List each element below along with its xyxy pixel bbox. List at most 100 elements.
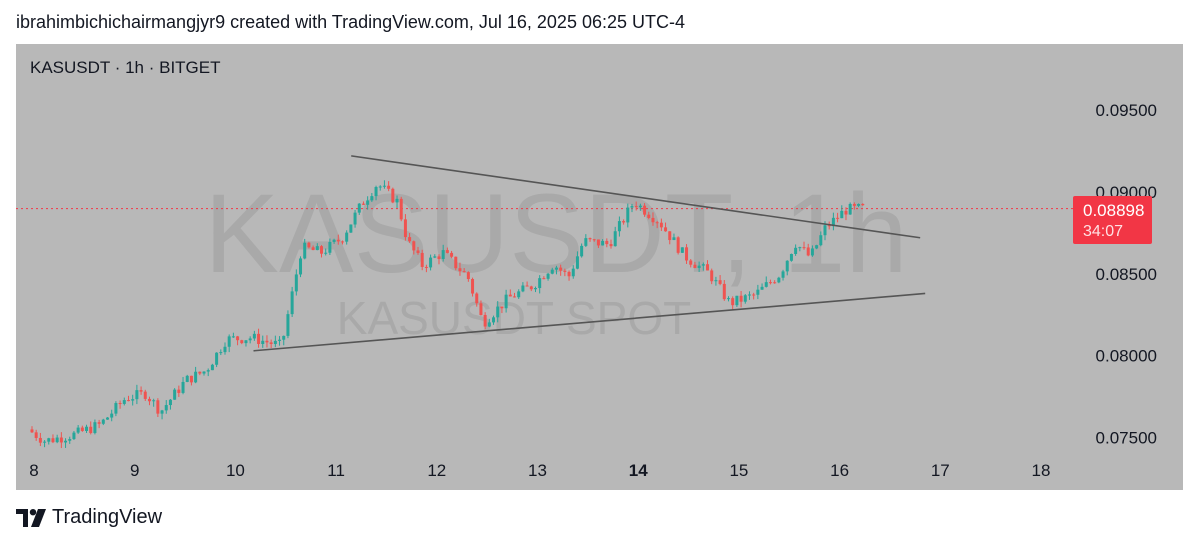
- candle-body: [164, 405, 168, 411]
- tradingview-logo-icon: [16, 508, 46, 527]
- last-price-badge: 0.08898 34:07: [1073, 196, 1152, 244]
- candle-body: [718, 280, 722, 284]
- symbol-watermark: KASUSDT, 1h KASUSDT SPOT: [204, 171, 907, 344]
- candle-body: [294, 274, 298, 292]
- x-tick-label: 13: [528, 461, 547, 480]
- candle-body: [626, 207, 630, 223]
- candle-body: [290, 291, 294, 315]
- candle-body: [227, 336, 231, 347]
- candle-body: [781, 271, 785, 278]
- candle-body: [319, 246, 323, 254]
- candle-body: [596, 239, 600, 246]
- candle-body: [147, 398, 151, 402]
- candle-body: [731, 298, 735, 306]
- candle-body: [462, 271, 466, 273]
- candle-body: [219, 352, 223, 354]
- trendline-upper[interactable]: [351, 155, 921, 239]
- candle-body: [554, 267, 558, 270]
- candle-body: [51, 438, 55, 443]
- candle-body: [55, 437, 59, 443]
- candle-body: [689, 260, 693, 265]
- candle-body: [634, 206, 638, 208]
- candle-body: [773, 282, 777, 284]
- price-chart[interactable]: KASUSDT, 1h KASUSDT SPOT 0.095000.090000…: [16, 44, 1183, 490]
- candle-body: [34, 432, 38, 438]
- candle-body: [487, 322, 491, 327]
- y-tick-label: 0.07500: [1096, 429, 1157, 448]
- trendline-lower[interactable]: [253, 292, 926, 352]
- candle-body: [521, 285, 525, 292]
- candle-body: [110, 413, 114, 418]
- candle-body: [445, 250, 449, 253]
- candle-body: [810, 248, 814, 256]
- candle-body: [802, 247, 806, 249]
- candle-body: [106, 417, 110, 420]
- candle-body: [97, 422, 101, 424]
- y-tick-label: 0.08500: [1096, 265, 1157, 284]
- candle-body: [89, 426, 93, 434]
- last-price-value: 0.08898: [1083, 201, 1145, 220]
- x-tick-label: 9: [130, 461, 139, 480]
- candle-body: [466, 272, 470, 280]
- watermark-main: KASUSDT, 1h: [204, 171, 907, 296]
- candle-body: [492, 317, 496, 323]
- candle-body: [743, 295, 747, 302]
- candle-body: [412, 241, 416, 251]
- candle-body: [617, 221, 621, 232]
- candle-body: [823, 225, 827, 236]
- tradingview-logo[interactable]: TradingView: [16, 506, 162, 529]
- candle-body: [806, 247, 810, 256]
- candle-body: [85, 426, 89, 431]
- candle-body: [479, 303, 483, 315]
- candle-body: [475, 293, 479, 304]
- candle-body: [252, 333, 256, 339]
- candle-body: [441, 250, 445, 260]
- candle-body: [693, 264, 697, 269]
- candle-body: [143, 391, 147, 399]
- candle-body: [43, 441, 47, 443]
- candle-body: [601, 240, 605, 246]
- candle-body: [198, 371, 202, 374]
- candle-body: [794, 247, 798, 254]
- candle-body: [450, 252, 454, 257]
- x-axis[interactable]: 8 9 10 11 12 13 14 15 16 17 18: [29, 461, 1050, 480]
- candle-body: [433, 256, 437, 258]
- candle-body: [525, 285, 529, 287]
- candle-body: [563, 270, 567, 272]
- candle-body: [261, 340, 265, 344]
- candle-body: [504, 294, 508, 309]
- candle-body: [760, 286, 764, 290]
- candle-body: [508, 294, 512, 297]
- y-tick-label: 0.09500: [1096, 101, 1157, 120]
- candle-body: [215, 352, 219, 365]
- candle-body: [395, 198, 399, 203]
- candle-body: [756, 289, 760, 295]
- x-tick-label: 15: [729, 461, 748, 480]
- chart-attribution: ibrahimbichichairmangjyr9 created with T…: [16, 12, 685, 32]
- candle-body: [336, 239, 340, 242]
- candle-body: [332, 239, 336, 242]
- candle-body: [72, 432, 76, 440]
- candle-body: [399, 198, 403, 220]
- candle-body: [101, 419, 105, 424]
- candle-body: [701, 264, 705, 266]
- trendlines-layer[interactable]: [253, 155, 926, 352]
- candle-body: [857, 203, 861, 206]
- symbol-title[interactable]: KASUSDT · 1h · BITGET: [30, 58, 221, 77]
- candle-body: [76, 427, 80, 433]
- candle-body: [840, 210, 844, 219]
- candle-body: [152, 400, 156, 402]
- candle-body: [672, 237, 676, 241]
- candle-body: [311, 247, 315, 251]
- candle-body: [680, 247, 684, 253]
- candle-body: [282, 335, 286, 340]
- candle-body: [592, 239, 596, 241]
- candle-body: [177, 389, 181, 393]
- candle-body: [659, 222, 663, 228]
- chart-area[interactable]: KASUSDT, 1h KASUSDT SPOT 0.09500 0.09000 0…: [16, 44, 1183, 490]
- candle-body: [68, 439, 72, 441]
- candle-body: [202, 371, 206, 374]
- candle-body: [567, 271, 571, 277]
- candle-body: [559, 267, 563, 271]
